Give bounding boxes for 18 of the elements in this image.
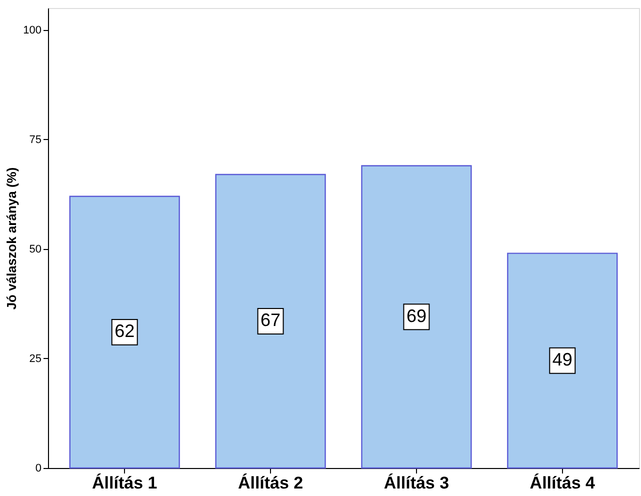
y-tick-label: 25 <box>29 352 42 365</box>
bar <box>361 165 472 469</box>
data-label: 62 <box>114 321 135 342</box>
bar <box>69 196 180 469</box>
x-tick-label: Állítás 2 <box>238 472 304 492</box>
y-tick-label: 0 <box>35 462 42 474</box>
data-label: 49 <box>552 350 572 370</box>
y-tick-label: 75 <box>29 134 42 146</box>
x-tick-label: Állítás 3 <box>384 472 450 492</box>
y-axis-title: Jó válaszok aránya (%) <box>4 167 20 310</box>
y-tick-label: 100 <box>23 24 42 36</box>
x-tick-label: Állítás 4 <box>530 472 596 492</box>
y-tick-label: 50 <box>29 243 42 256</box>
x-tick-label: Állítás 1 <box>92 472 158 492</box>
bar <box>215 174 326 469</box>
data-label: 67 <box>260 310 281 330</box>
data-label: 69 <box>406 306 426 326</box>
bar <box>507 252 618 469</box>
